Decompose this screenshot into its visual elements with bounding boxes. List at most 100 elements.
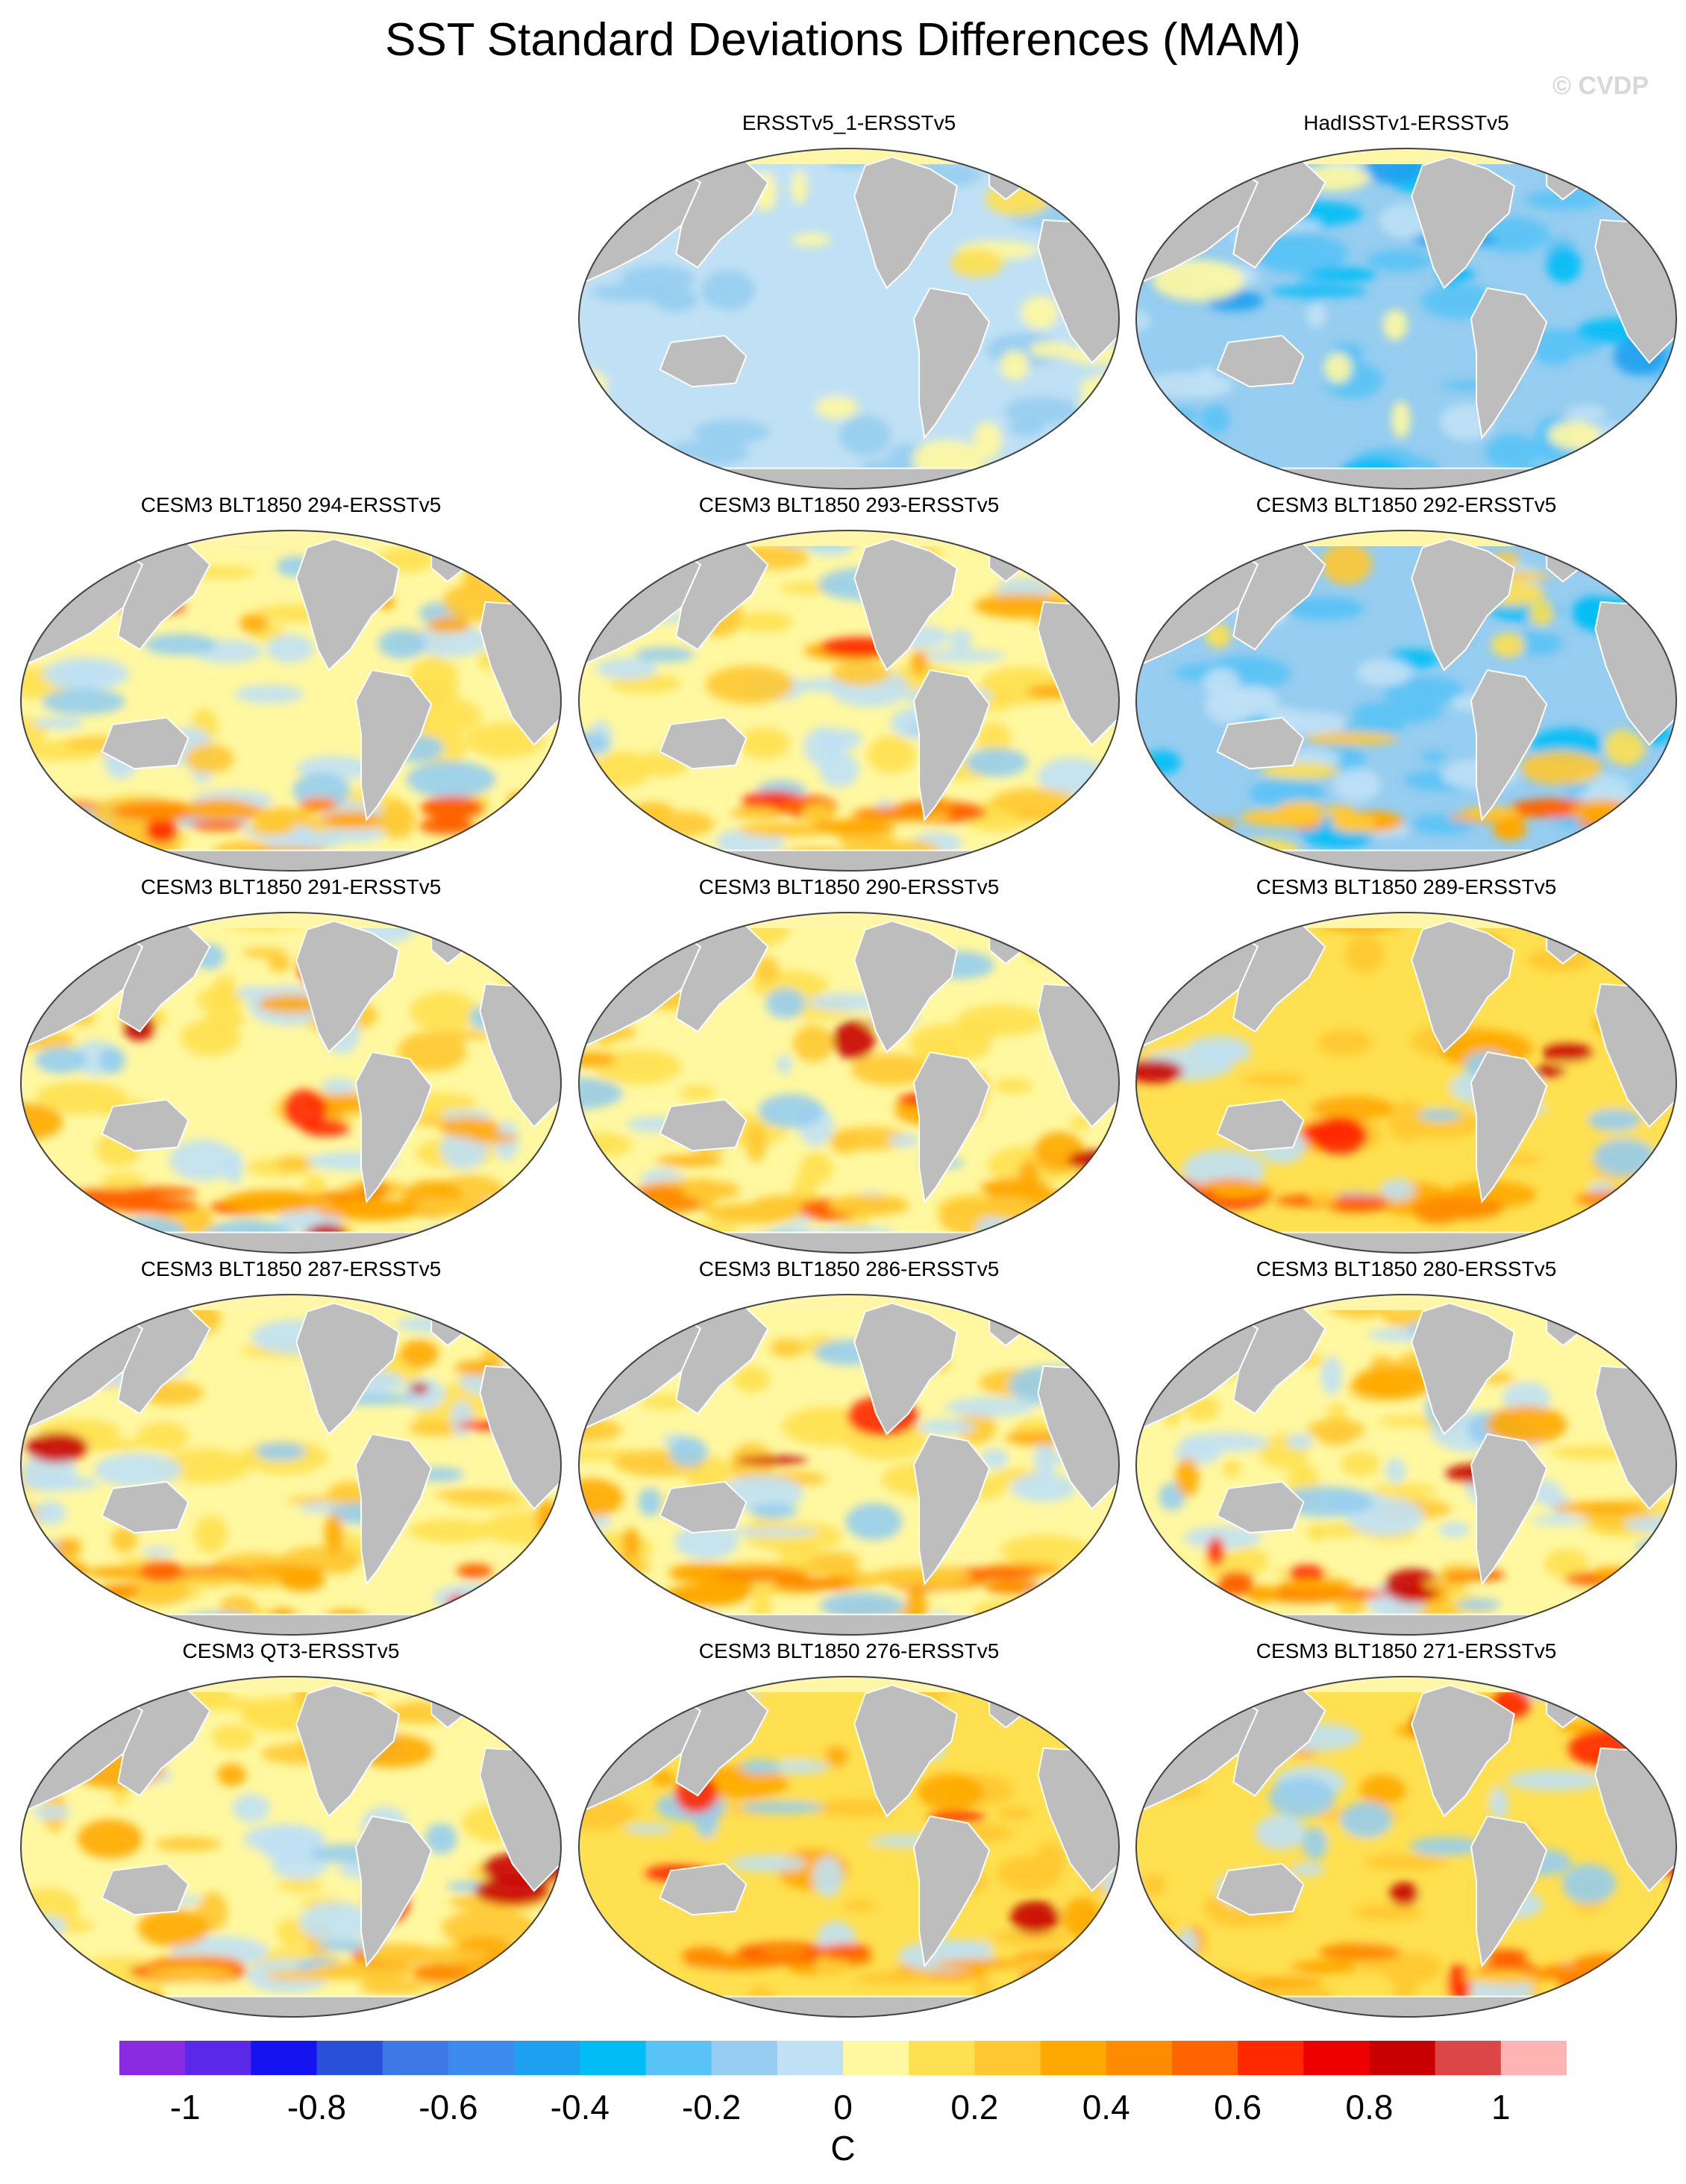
panel-title: CESM3 BLT1850 291-ERSSTv5 bbox=[140, 875, 442, 898]
anomaly-contour bbox=[579, 462, 631, 478]
southern-ocean-anomaly bbox=[420, 796, 484, 820]
anomaly-contour bbox=[1202, 1049, 1252, 1063]
panel-title: HadISSTv1-ERSSTv5 bbox=[1303, 111, 1509, 134]
land-mass bbox=[853, 920, 958, 1054]
anomaly-contour bbox=[1636, 454, 1658, 489]
southern-ocean-anomaly bbox=[1591, 1566, 1634, 1580]
colorbar-svg bbox=[119, 2041, 1567, 2075]
anomaly-contour bbox=[635, 647, 695, 663]
anomaly-contour bbox=[698, 480, 743, 489]
land-mass bbox=[657, 920, 769, 1033]
land-mass bbox=[1411, 920, 1515, 1054]
anomaly-contour bbox=[1136, 1229, 1215, 1239]
anomaly-contour bbox=[412, 624, 490, 657]
anomaly-contour bbox=[1023, 1611, 1087, 1635]
land-mass bbox=[579, 1613, 1119, 1635]
anomaly-contour bbox=[616, 1302, 662, 1323]
anomaly-contour bbox=[1288, 1862, 1325, 1877]
anomaly-contour bbox=[1136, 148, 1194, 169]
southern-ocean-anomaly bbox=[1013, 1950, 1118, 1963]
land-mass bbox=[657, 538, 769, 651]
anomaly-contour bbox=[638, 397, 699, 413]
anomaly-contour bbox=[1627, 1940, 1651, 1979]
anomaly-contour bbox=[579, 148, 622, 184]
anomaly-contour bbox=[1320, 1356, 1342, 1395]
anomaly-contour bbox=[579, 393, 611, 424]
anomaly-contour bbox=[277, 1878, 323, 1892]
anomaly-contour bbox=[536, 556, 561, 583]
anomaly-contour bbox=[303, 1174, 326, 1197]
anomaly-contour bbox=[424, 1823, 457, 1854]
land-mass bbox=[659, 1862, 748, 1916]
colorbar-swatch bbox=[1238, 2041, 1304, 2075]
arctic-field bbox=[21, 1677, 561, 1692]
anomaly-contour bbox=[621, 1528, 641, 1559]
land-mass bbox=[659, 334, 748, 388]
anomaly-contour bbox=[683, 913, 777, 922]
southern-ocean-anomaly bbox=[980, 1178, 1050, 1197]
anomaly-contour bbox=[701, 270, 755, 310]
colorbar-tick-label: -0.4 bbox=[550, 2088, 609, 2127]
anomaly-contour bbox=[845, 1503, 903, 1541]
southern-ocean-anomaly bbox=[145, 1966, 236, 1979]
colorbar-tick-label: -1 bbox=[169, 2088, 201, 2127]
anomaly-contour bbox=[24, 1594, 72, 1608]
panel-title: CESM3 BLT1850 290-ERSSTv5 bbox=[698, 875, 1000, 898]
southern-ocean-anomaly bbox=[1423, 1580, 1466, 1589]
figure-title: SST Standard Deviations Differences (MAM… bbox=[385, 14, 1301, 66]
anomaly-contour bbox=[876, 800, 894, 810]
colorbar-swatch bbox=[185, 2041, 251, 2075]
anomaly-contour bbox=[820, 1592, 905, 1620]
anomaly-contour bbox=[669, 854, 745, 869]
anomaly-contour bbox=[1209, 531, 1235, 548]
land-mass bbox=[659, 1098, 748, 1152]
anomaly-contour bbox=[185, 743, 234, 774]
land-mass bbox=[1136, 1613, 1676, 1635]
land-mass bbox=[101, 1098, 189, 1152]
anomaly-contour bbox=[1010, 1900, 1060, 1934]
southern-ocean-anomaly bbox=[715, 1568, 808, 1583]
anomaly-contour bbox=[1605, 484, 1676, 489]
anomaly-contour bbox=[624, 1823, 673, 1834]
anomaly-contour bbox=[839, 171, 862, 186]
anomaly-contour bbox=[1635, 434, 1652, 468]
anomaly-contour bbox=[1136, 1060, 1183, 1083]
anomaly-contour bbox=[21, 565, 66, 579]
sst-difference-map bbox=[578, 912, 1120, 1254]
anomaly-contour bbox=[721, 1295, 762, 1303]
southern-ocean-anomaly bbox=[1040, 1968, 1081, 1978]
anomaly-contour bbox=[588, 469, 632, 489]
southern-ocean-anomaly bbox=[1609, 1192, 1640, 1205]
land-mass bbox=[295, 920, 400, 1054]
anomaly-contour bbox=[1194, 366, 1218, 399]
anomaly-contour bbox=[765, 988, 806, 1019]
anomaly-contour bbox=[669, 1964, 726, 1986]
anomaly-contour bbox=[143, 633, 217, 655]
anomaly-contour bbox=[21, 531, 68, 532]
panel-title: CESM3 BLT1850 286-ERSSTv5 bbox=[698, 1257, 1000, 1280]
credit-watermark: © CVDP bbox=[1552, 72, 1649, 100]
anomaly-contour bbox=[1593, 1138, 1656, 1177]
anomaly-contour bbox=[439, 1117, 500, 1139]
map-border bbox=[1135, 1294, 1677, 1636]
anomaly-contour bbox=[921, 649, 1006, 663]
anomaly-contour bbox=[973, 421, 1002, 460]
arctic-field bbox=[21, 1295, 561, 1310]
anomaly-contour bbox=[1148, 172, 1200, 209]
colorbar-swatch bbox=[1040, 2041, 1107, 2075]
land-mass bbox=[99, 538, 211, 651]
anomaly-contour bbox=[1385, 1568, 1441, 1603]
anomaly-contour bbox=[324, 1547, 357, 1574]
anomaly-contour bbox=[1370, 1483, 1438, 1497]
southern-ocean-anomaly bbox=[1573, 1190, 1663, 1208]
anomaly-contour bbox=[945, 1397, 1035, 1417]
anomaly-contour bbox=[32, 569, 97, 589]
map-panel: CESM3 BLT1850 291-ERSSTv5 bbox=[15, 874, 567, 1259]
anomaly-contour bbox=[960, 531, 1032, 551]
land-mass bbox=[1216, 716, 1305, 770]
sst-difference-map bbox=[1135, 1294, 1677, 1636]
colorbar-units: C bbox=[830, 2129, 856, 2168]
anomaly-contour bbox=[736, 1456, 808, 1465]
southern-ocean-anomaly bbox=[774, 1577, 845, 1591]
anomaly-contour bbox=[181, 1019, 240, 1056]
